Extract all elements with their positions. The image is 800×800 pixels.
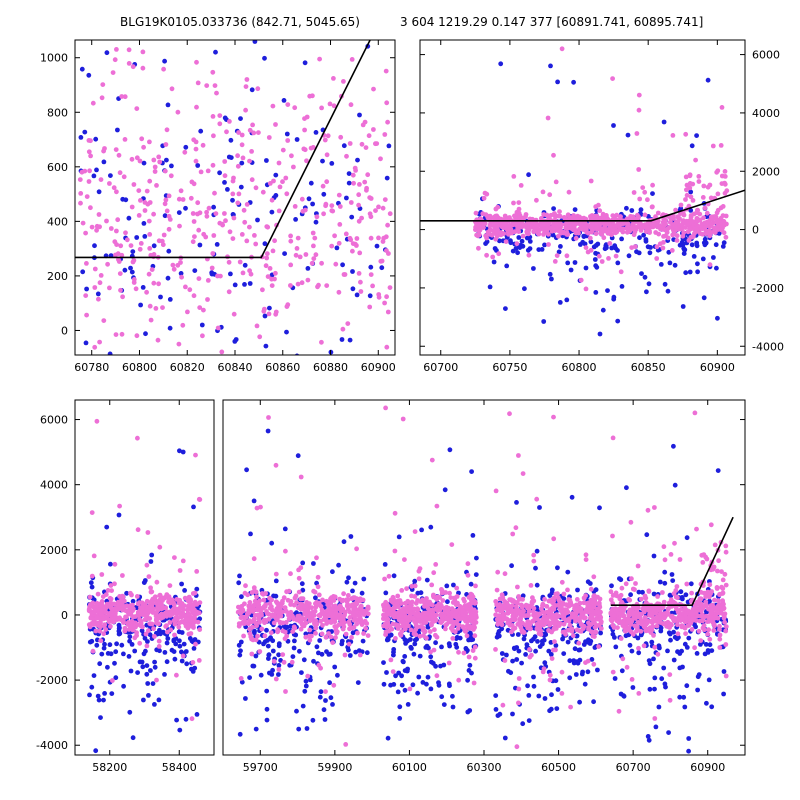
panel-bottom: 58200 58400 59700 59900 60100 60300 60500 60700… [36,399,746,774]
points-top-left [77,40,393,355]
blue-series-points [475,61,727,337]
svg-text:600: 600 [47,161,68,174]
svg-text:60750: 60750 [492,361,527,374]
svg-text:2000: 2000 [752,165,780,178]
axes-top-right [419,39,746,356]
svg-text:-2000: -2000 [752,282,784,295]
model-line [610,516,734,606]
magenta-series-points [473,46,730,292]
svg-text:4000: 4000 [752,107,780,120]
panel-top-right: 60700 60750 60800 60850 60900 -4000 -2000 0 2000… [419,39,784,374]
magenta-series-points [86,405,729,750]
model-line [420,189,745,222]
svg-text:60780: 60780 [74,361,109,374]
svg-text:800: 800 [47,106,68,119]
svg-text:0: 0 [61,324,68,337]
figure-title-left: BLG19K0105.033736 (842.71, 5045.65) [120,15,360,29]
tick-labels-top-right: 60700 60750 60800 60850 60900 -4000 -2000 0 2000… [423,49,784,374]
svg-text:6000: 6000 [752,49,780,62]
svg-text:1000: 1000 [40,52,68,65]
axes-bottom [74,399,746,756]
svg-text:60880: 60880 [313,361,348,374]
axes-top-left [74,39,396,356]
panel-top-left: 60780 60800 60820 60840 60860 60880 60900 0 200 4… [40,39,396,374]
svg-text:60860: 60860 [265,361,300,374]
svg-text:60840: 60840 [218,361,253,374]
svg-text:0: 0 [752,224,759,237]
svg-text:60900: 60900 [700,361,735,374]
model-line [75,40,371,259]
points-bottom [86,405,729,754]
svg-text:60800: 60800 [562,361,597,374]
svg-text:-4000: -4000 [752,340,784,353]
tick-labels-top-left: 60780 60800 60820 60840 60860 60880 60900 0 200 4… [40,52,396,374]
svg-text:60850: 60850 [631,361,666,374]
points-top-right [473,46,730,337]
svg-text:60700: 60700 [423,361,458,374]
svg-text:60900: 60900 [361,361,396,374]
svg-text:200: 200 [47,270,68,283]
blue-series-points [87,428,729,754]
magenta-series-points [77,47,393,355]
svg-text:60800: 60800 [122,361,157,374]
svg-text:60820: 60820 [170,361,205,374]
svg-text:400: 400 [47,215,68,228]
figure-title-right: 3 604 1219.29 0.147 377 [60891.741, 6089… [400,15,703,29]
tick-labels-bottom: 58200 58400 59700 59900 60100 60300 60500 60700… [36,414,725,774]
